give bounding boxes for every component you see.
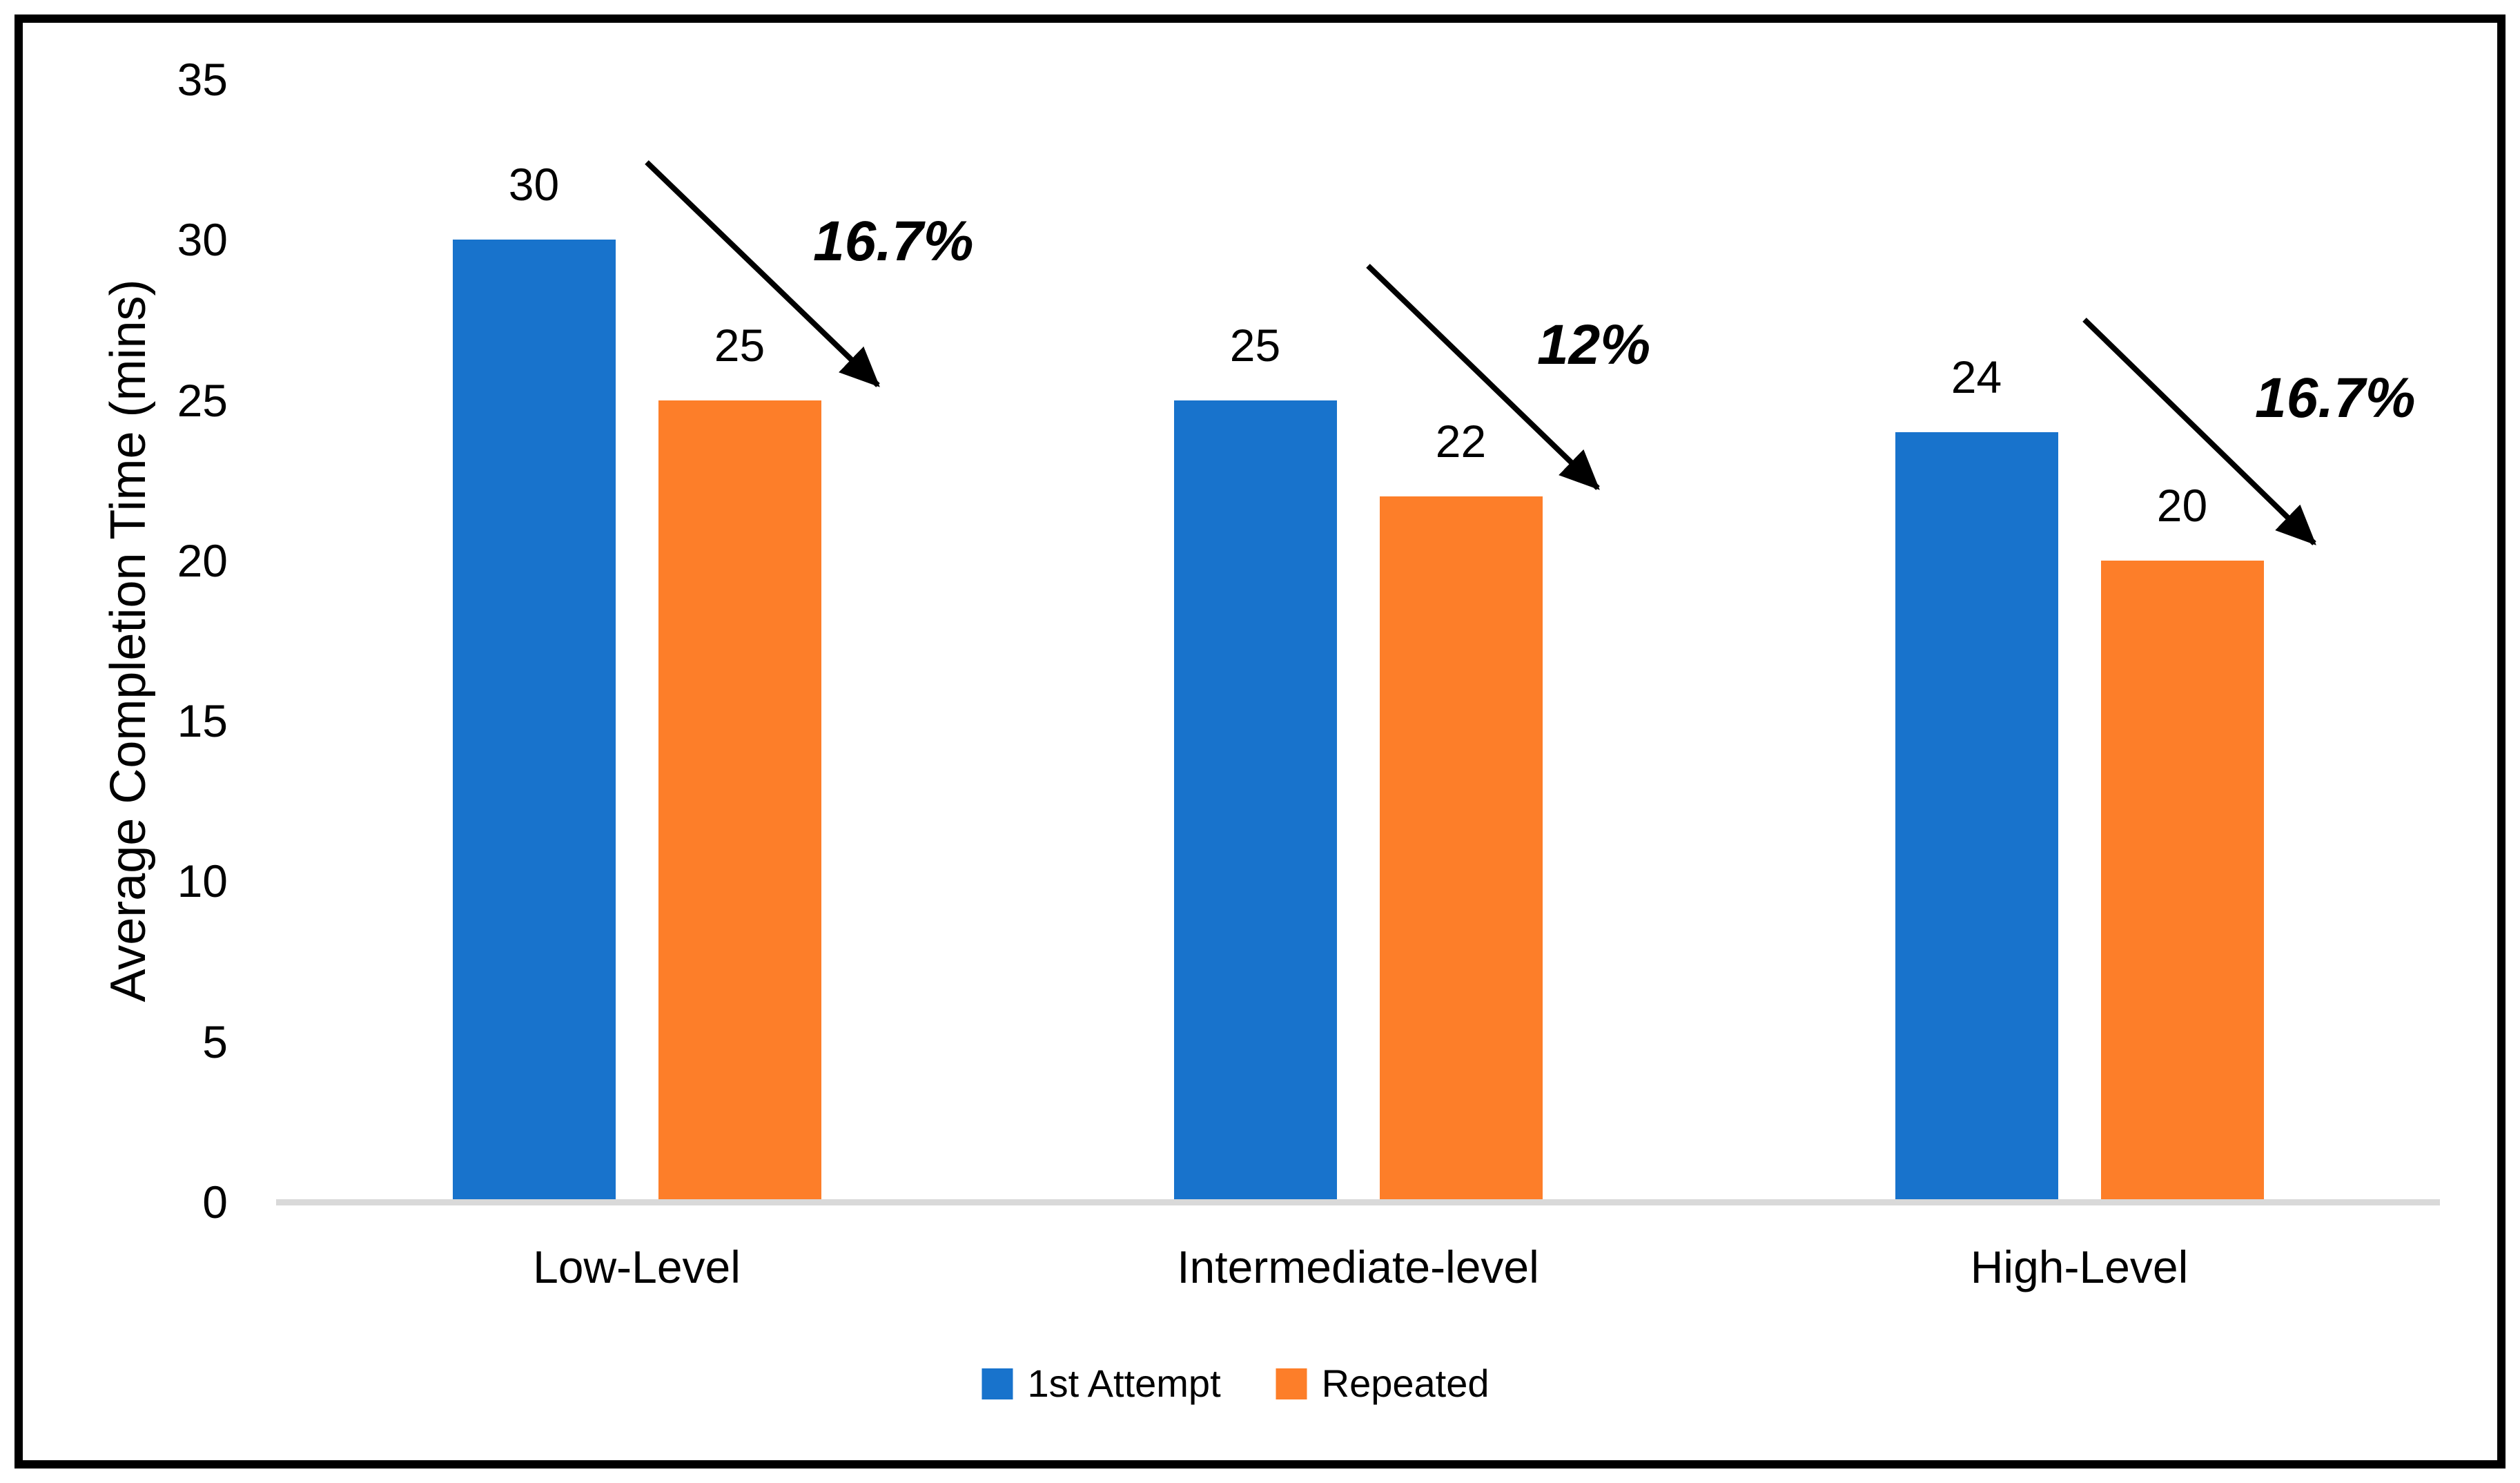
percent-label-3: 16.7% [2255,367,2416,429]
y-tick-30: 30 [177,214,228,266]
y-tick-15: 15 [177,695,228,747]
y-tick-5: 5 [202,1016,228,1067]
data-label-1st-attempt-high-level: 24 [1951,351,2002,403]
category-label-intermediate-level: Intermediate-level [1177,1241,1539,1292]
y-tick-10: 10 [177,855,228,907]
bar-1st-attempt-intermediate-level [1173,400,1337,1200]
bar-1st-attempt-high-level [1895,432,2058,1200]
legend-label-1st-attempt: 1st Attempt [1027,1361,1221,1405]
y-tick-0: 0 [202,1176,228,1228]
bar-repeated-low-level [658,400,821,1200]
x-axis-baseline [276,1199,2440,1205]
legend-item-repeated: Repeated [1276,1364,1489,1403]
y-axis-title: Average Completion Time (mins) [101,279,156,1002]
data-label-repeated-low-level: 25 [714,319,765,371]
legend-item-1st-attempt: 1st Attempt [981,1361,1221,1405]
y-tick-35: 35 [177,54,228,105]
bar-repeated-intermediate-level [1379,496,1543,1200]
percent-label-2: 12% [1537,313,1651,376]
data-label-repeated-intermediate-level: 22 [1435,415,1487,467]
y-tick-20: 20 [177,534,228,586]
data-label-1st-attempt-low-level: 30 [508,159,560,211]
bar-repeated-high-level [2100,560,2264,1200]
legend-swatch-1st-attempt-icon [981,1368,1013,1399]
bar-1st-attempt-low-level [452,240,616,1200]
data-label-1st-attempt-intermediate-level: 25 [1229,319,1281,371]
category-label-low-level: Low-Level [533,1241,741,1292]
y-tick-25: 25 [177,374,228,426]
category-label-high-level: High-Level [1970,1241,2189,1292]
data-label-repeated-high-level: 20 [2156,479,2208,531]
legend-swatch-repeated-icon [1276,1368,1307,1399]
legend-label-repeated: Repeated [1321,1361,1489,1405]
percent-label-1: 16.7% [813,210,974,273]
legend: 1st Attempt Repeated [981,1364,1489,1403]
